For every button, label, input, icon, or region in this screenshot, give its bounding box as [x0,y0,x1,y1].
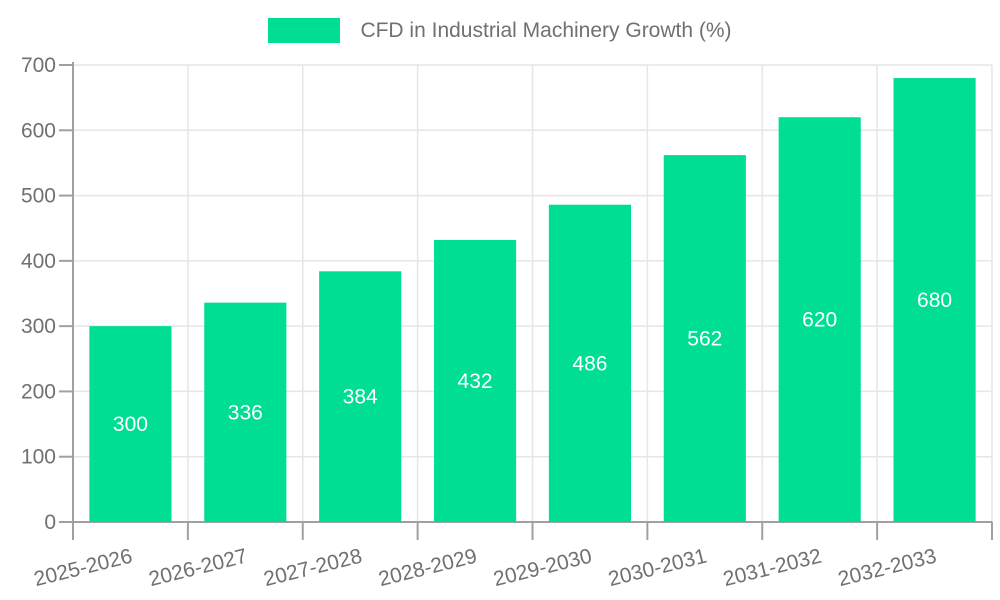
y-tick-label: 200 [21,380,56,403]
y-tick-label: 0 [44,511,56,534]
bar-2028-2029[interactable] [433,239,517,523]
y-tick-label: 500 [21,185,56,208]
bar-value-label: 384 [343,386,378,409]
x-tick-label: 2027-2028 [261,545,364,592]
bar-value-label: 300 [113,413,148,436]
x-tick-label: 2030-2031 [606,545,709,592]
legend-swatch[interactable] [268,18,341,43]
bar-2027-2028[interactable] [319,271,402,522]
bar-2025-2026[interactable] [89,326,172,522]
x-tick-label: 2032-2033 [836,545,939,592]
legend-label: CFD in Industrial Machinery Growth (%) [360,19,732,42]
legend: CFD in Industrial Machinery Growth (%) [0,18,1000,43]
bar-value-label: 562 [687,328,722,351]
x-tick-label: 2025-2026 [32,545,135,592]
bar-2029-2030[interactable] [548,204,632,522]
bar-value-label: 432 [458,370,493,393]
bar-value-label: 620 [802,309,837,332]
y-tick-label: 700 [21,54,56,77]
bar-2032-2033[interactable] [893,78,976,523]
y-tick-label: 300 [21,315,56,338]
x-tick-label: 2029-2030 [491,545,594,592]
bar-value-label: 336 [228,401,263,424]
bar-2026-2027[interactable] [204,302,287,522]
y-tick-label: 600 [21,119,56,142]
y-tick-label: 100 [21,446,56,469]
bar-value-label: 486 [572,352,607,375]
x-tick-label: 2028-2029 [376,545,479,592]
x-tick-label: 2026-2027 [147,545,250,592]
bar-2030-2031[interactable] [663,155,746,522]
bar-value-label: 680 [917,289,952,312]
y-tick-label: 400 [21,250,56,273]
bar-2031-2032[interactable] [778,117,861,522]
x-tick-label: 2031-2032 [721,545,824,592]
